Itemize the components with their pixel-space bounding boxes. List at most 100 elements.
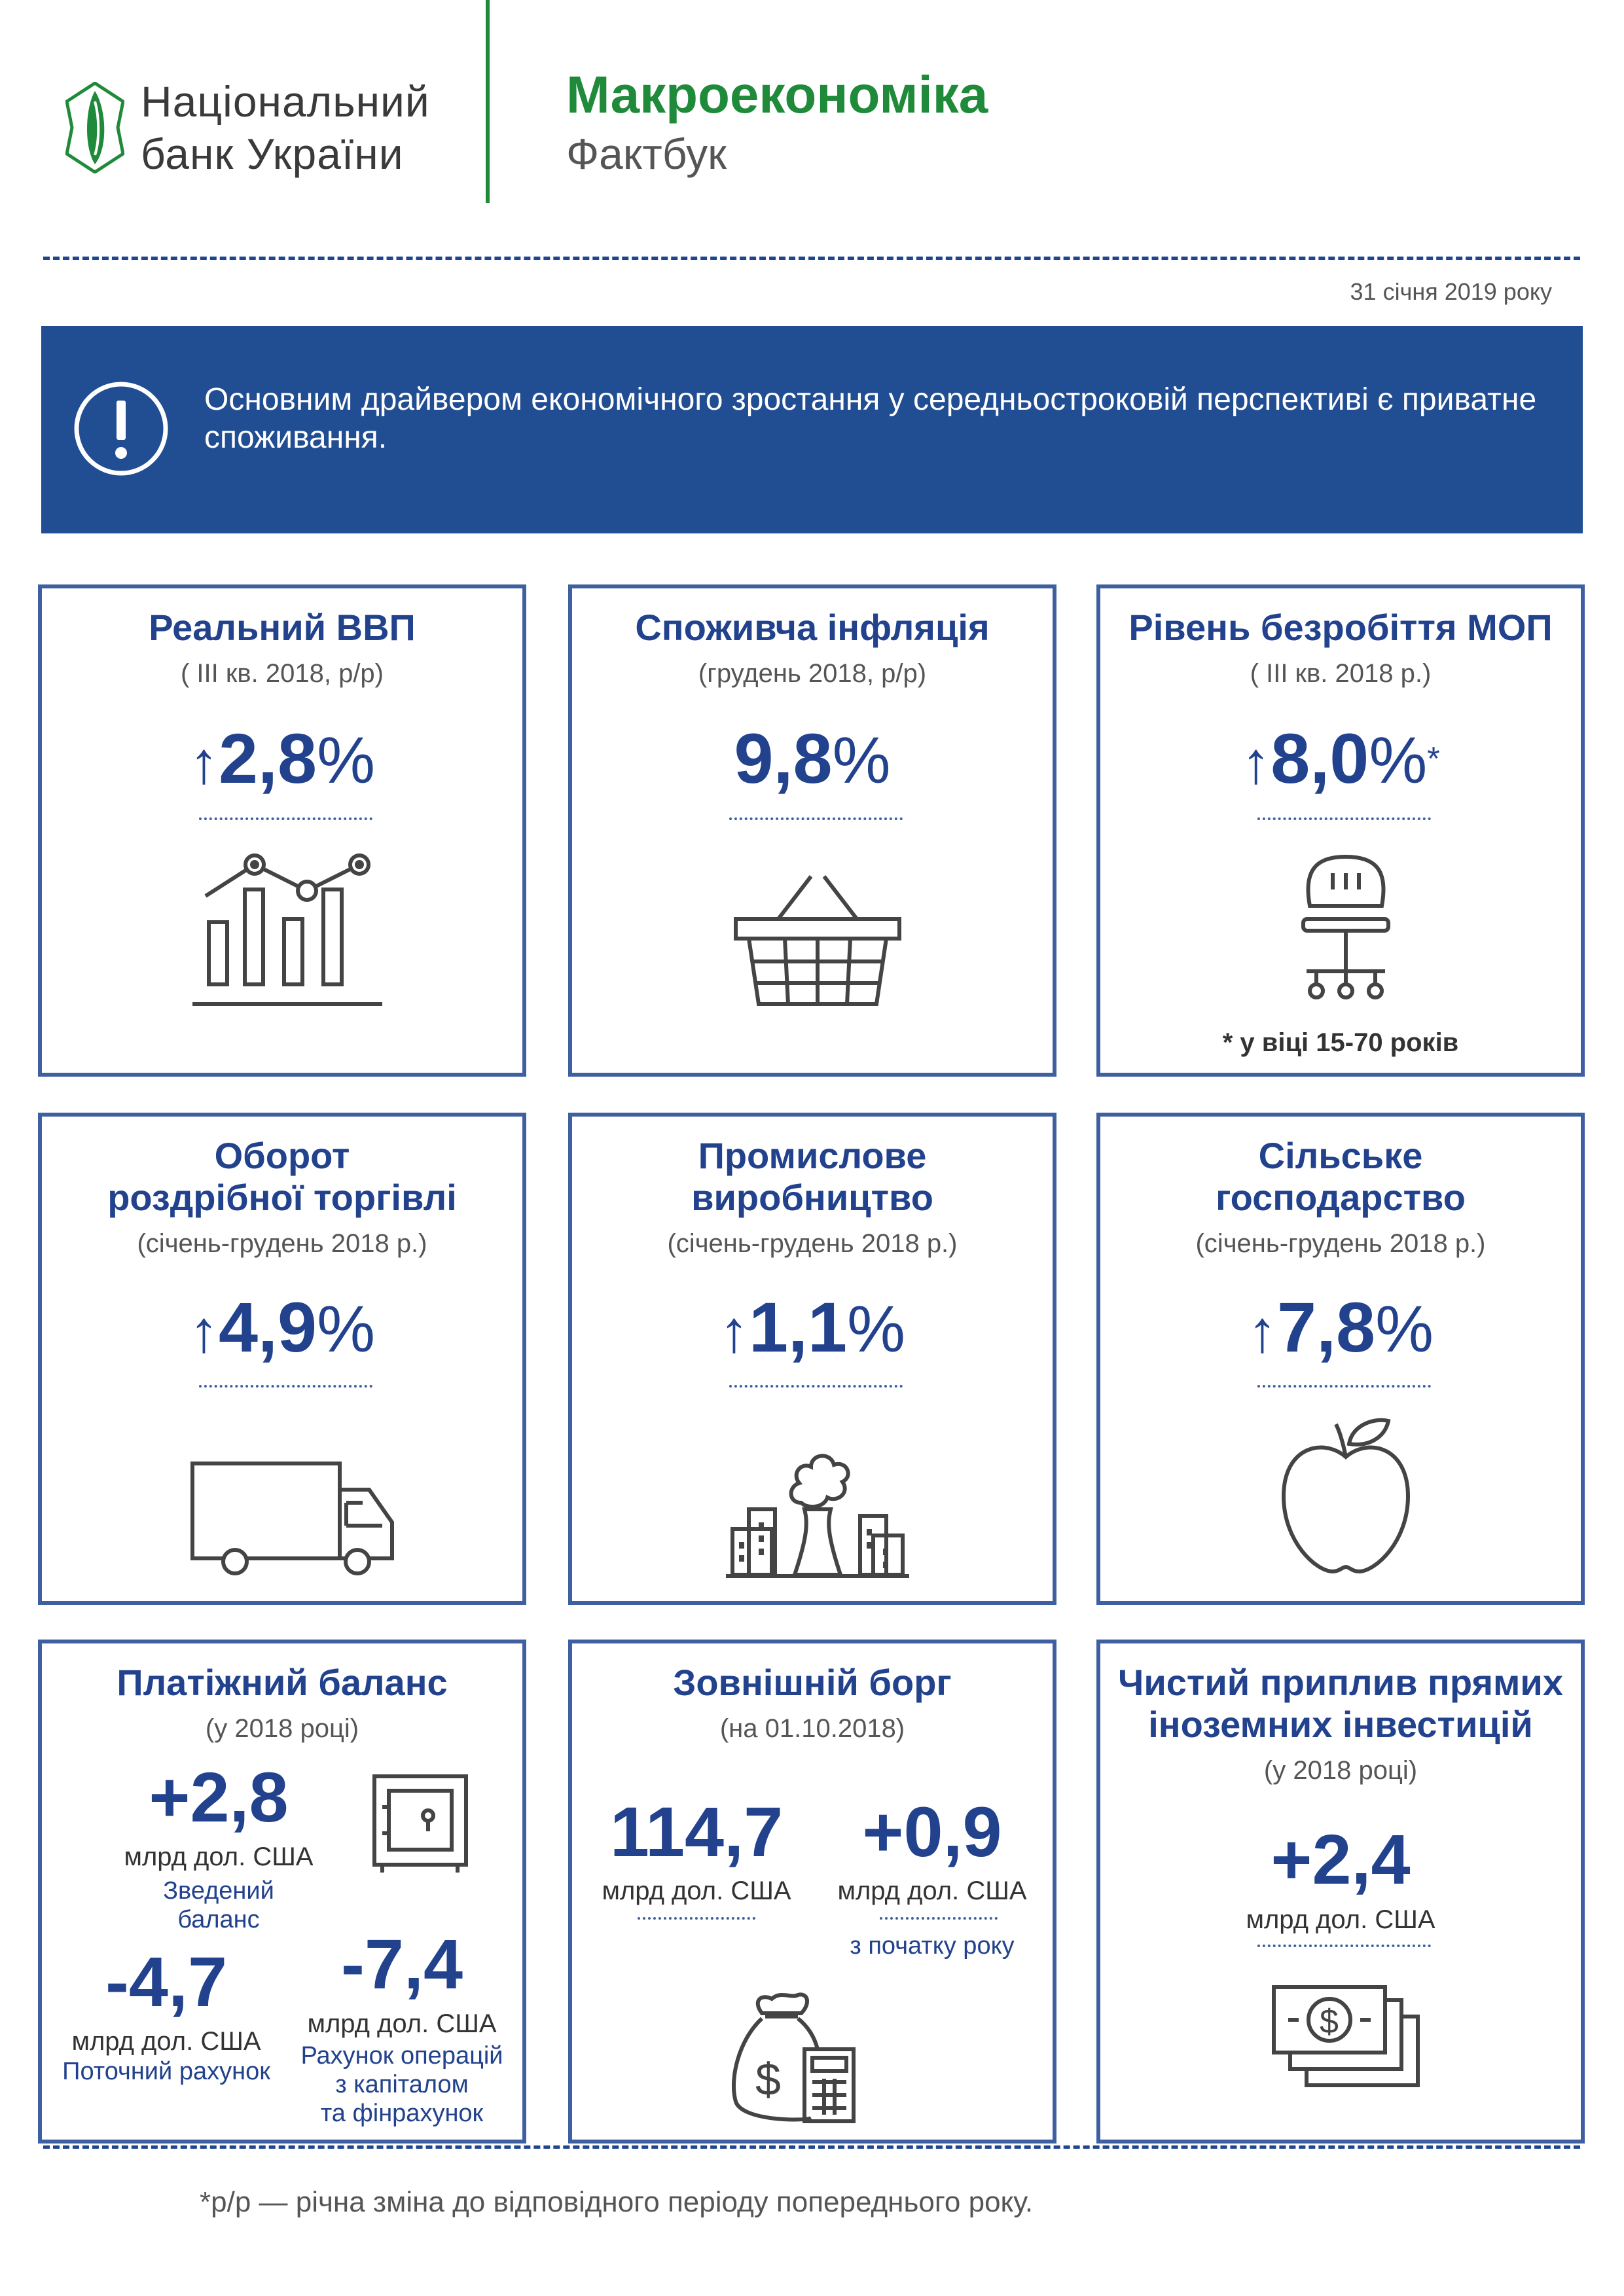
value-underline (199, 817, 372, 820)
truck-icon (190, 1462, 394, 1575)
card-period: (січень-грудень 2018 р.) (1195, 1229, 1486, 1258)
value-underline (199, 1385, 372, 1388)
value-unit: % (847, 1293, 906, 1366)
card-period: (січень-грудень 2018 р.) (137, 1229, 427, 1258)
card-external-debt: Зовнішній борг (на 01.10.2018) 114,7 млр… (568, 1640, 1056, 2144)
card-title: Промислове виробництво (572, 1135, 1053, 1219)
banknotes-icon: $ (1272, 1985, 1420, 2087)
card-value: ↑1,1% (572, 1288, 1053, 1371)
card-period: ( III кв. 2018, р/р) (181, 659, 384, 688)
fdi-unit: млрд дол. США (1246, 1905, 1435, 1934)
overall-balance-value: +2,8 (149, 1757, 289, 1837)
capital-account-label-line1: Рахунок операцій (300, 2042, 503, 2070)
up-arrow-icon: ↑ (1247, 1299, 1277, 1365)
card-industrial-production: Промислове виробництво (січень-грудень 2… (568, 1113, 1056, 1605)
up-arrow-icon: ↑ (1241, 730, 1271, 796)
card-title: Сільське господарство (1100, 1135, 1581, 1219)
fdi-value: +2,4 (1271, 1820, 1411, 1899)
capital-account-value: -7,4 (340, 1924, 463, 2003)
bottom-divider (43, 2145, 1580, 2149)
card-title: Платіжний баланс (117, 1662, 448, 1703)
card-period: ( III кв. 2018 р.) (1250, 659, 1432, 688)
card-title-line1: Сільське (1258, 1135, 1423, 1176)
card-title: Реальний ВВП (149, 607, 416, 648)
top-divider (43, 257, 1580, 260)
card-value: ↑2,8% (42, 719, 522, 802)
apple-icon (1281, 1418, 1411, 1574)
card-value: 9,8% (572, 719, 1053, 800)
office-chair-icon (1301, 854, 1390, 999)
card-title-line2: роздрібної торгівлі (107, 1177, 457, 1218)
current-account-value: -4,7 (105, 1942, 228, 2021)
value-underline (1257, 1385, 1431, 1388)
card-cpi: Споживча інфляція (грудень 2018, р/р) 9,… (568, 584, 1056, 1077)
debt-total-underline (638, 1917, 755, 1920)
card-title-line2: виробництво (691, 1177, 933, 1218)
overall-balance-label: Зведений баланс (107, 1876, 330, 1934)
up-arrow-icon: ↑ (189, 1299, 219, 1365)
card-real-gdp: Реальний ВВП ( III кв. 2018, р/р) ↑2,8% (38, 584, 526, 1077)
card-title-line1: Промислове (698, 1135, 927, 1176)
value-unit: % (317, 1293, 376, 1366)
card-title-line1: Оборот (214, 1135, 350, 1176)
page-subtitle: Фактбук (566, 130, 727, 178)
debt-total-unit: млрд дол. США (602, 1876, 791, 1905)
value-underline (729, 1385, 903, 1388)
card-unemployment: Рівень безробіття МОП ( III кв. 2018 р.)… (1096, 584, 1585, 1077)
bank-name-line1: Національний (141, 77, 430, 126)
bank-name-line2: банк України (141, 130, 404, 178)
value-underline (1257, 1945, 1431, 1947)
value-number: 2,8 (218, 719, 317, 798)
value-unit: % (1375, 1293, 1434, 1366)
value-number: 8,0 (1271, 719, 1369, 798)
value-underline (729, 817, 903, 820)
card-period: (грудень 2018, р/р) (698, 659, 927, 688)
capital-account-label: Рахунок операцій з капіталом та фінрахун… (291, 2041, 513, 2128)
card-title: Споживча інфляція (635, 607, 990, 648)
value-unit: % (832, 724, 891, 797)
value-number: 9,8 (734, 719, 833, 798)
basket-icon (734, 875, 901, 1006)
up-arrow-icon: ↑ (719, 1299, 749, 1365)
debt-change-unit: млрд дол. США (837, 1876, 1027, 1905)
capital-account-unit: млрд дол. США (307, 2009, 497, 2038)
overall-balance-label-line1: Зведений (163, 1877, 274, 1905)
debt-change-underline (880, 1917, 998, 1920)
svg-text:$: $ (1320, 2003, 1339, 2041)
card-balance-of-payments: Платіжний баланс (у 2018 році) +2,8 млрд… (38, 1640, 526, 2144)
card-value: ↑7,8% (1100, 1288, 1581, 1371)
chart-icon (192, 853, 382, 1006)
page-title: Макроекономіка (566, 65, 988, 124)
up-arrow-icon: ↑ (189, 730, 219, 796)
value-number: 4,9 (218, 1287, 317, 1367)
card-fdi-inflow: Чистий приплив прямих іноземних інвестиц… (1096, 1640, 1585, 2144)
card-retail-turnover: Оборот роздрібної торгівлі (січень-груде… (38, 1113, 526, 1605)
header-divider (486, 0, 490, 203)
card-title-line2: господарство (1216, 1177, 1466, 1218)
overall-balance-label-line2: баланс (177, 1906, 260, 1933)
footnote: *р/р — річна зміна до відповідного періо… (200, 2186, 1034, 2218)
debt-total-value: 114,7 (609, 1792, 784, 1871)
card-title-line2: іноземних інвестицій (1148, 1704, 1533, 1745)
card-title: Чистий приплив прямих іноземних інвестиц… (1100, 1662, 1581, 1746)
age-footnote: * у віці 15-70 років (1222, 1028, 1459, 1057)
money-bag-calculator-icon: $ (732, 1992, 856, 2123)
capital-account-label-line3: та фінрахунок (320, 2100, 484, 2127)
svg-text:$: $ (755, 2054, 781, 2105)
key-message-text: Основним драйвером економічного зростанн… (204, 382, 1537, 455)
safe-icon (372, 1774, 468, 1873)
card-title: Рівень безробіття МОП (1128, 607, 1553, 648)
card-title: Оборот роздрібної торгівлі (42, 1135, 522, 1219)
nbu-logo-icon (65, 82, 124, 173)
capital-account-label-line2: з капіталом (335, 2071, 469, 2098)
value-number: 1,1 (748, 1287, 848, 1367)
current-account-label: Поточний рахунок (62, 2058, 270, 2085)
card-period: (на 01.10.2018) (719, 1714, 905, 1743)
value-underline (1257, 817, 1431, 820)
debt-change-value: +0,9 (862, 1792, 1002, 1871)
card-period: (у 2018 році) (1263, 1756, 1418, 1785)
key-message-banner (41, 326, 1583, 533)
footnote-star: * (1427, 740, 1440, 777)
card-title: Зовнішній борг (673, 1662, 952, 1703)
card-period: (у 2018 році) (205, 1714, 359, 1743)
